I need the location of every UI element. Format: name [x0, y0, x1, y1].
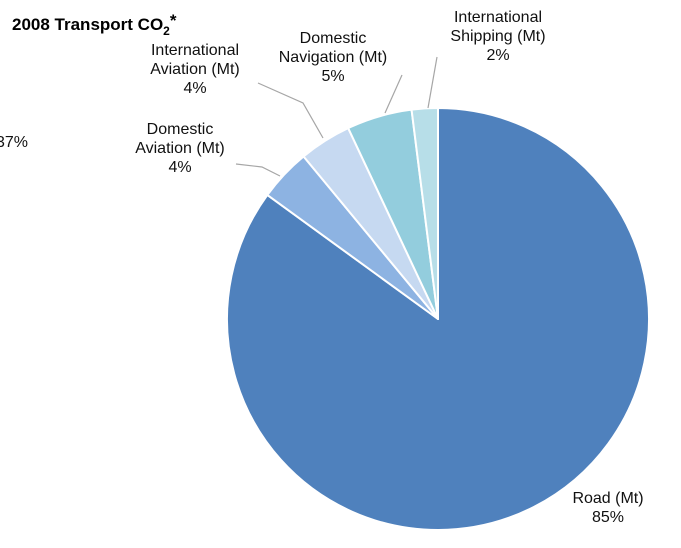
leader-line-3 [384, 74, 403, 114]
slice-label-3: Domestic Navigation (Mt) 5% [279, 30, 387, 85]
pie-slice-international-shipping-mt [410, 107, 439, 320]
chart-title-suffix: * [170, 11, 177, 30]
chart-title-main: 2008 Transport CO [12, 15, 163, 34]
chart-title: 2008 Transport CO2* [12, 11, 177, 38]
slice-label-0-line-0: Road (Mt) [572, 490, 643, 507]
leader-line-4 [427, 56, 438, 109]
slice-label-3-line-2: 5% [321, 68, 344, 85]
pie-labels: Road (Mt) 85%Domestic Aviation (Mt) 4%Inter… [135, 9, 643, 526]
slice-label-2-line-0: International [151, 42, 239, 59]
slice-label-1-line-1: Aviation (Mt) [135, 140, 225, 157]
slice-label-1: Domestic Aviation (Mt) 4% [135, 121, 225, 176]
slice-label-2-line-2: 4% [183, 80, 206, 97]
pie-slices [226, 107, 650, 531]
slice-label-4-line-1: Shipping (Mt) [450, 28, 545, 45]
slice-label-1-line-0: Domestic [147, 121, 214, 138]
chart-title-subscript: 2 [163, 24, 170, 38]
slice-label-3-line-0: Domestic [300, 30, 367, 47]
slice-label-4-line-0: International [454, 9, 542, 26]
clipped-label: 37% [0, 134, 28, 151]
slice-label-1-line-2: 4% [168, 159, 191, 176]
slice-label-2: International Aviation (Mt) 4% [150, 42, 240, 97]
leader-lines [235, 56, 438, 177]
slice-label-0: Road (Mt) 85% [572, 490, 643, 526]
slice-label-3-line-1: Navigation (Mt) [279, 49, 387, 66]
slice-label-2-line-1: Aviation (Mt) [150, 61, 240, 78]
slice-label-4: International Shipping (Mt) 2% [450, 9, 545, 64]
leader-line-2 [257, 82, 324, 139]
slice-label-0-line-1: 85% [592, 509, 624, 526]
slice-label-4-line-2: 2% [486, 47, 509, 64]
leader-line-1 [235, 163, 281, 177]
